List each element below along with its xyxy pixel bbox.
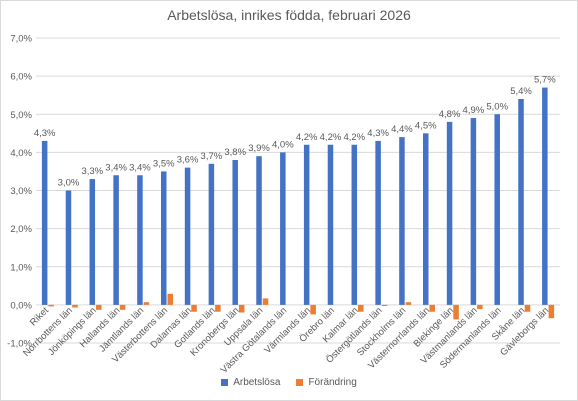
chart-title: Arbetslösa, inrikes födda, februari 2026 — [167, 7, 411, 23]
bar-arbetslosa — [494, 114, 500, 305]
data-label: 3,8% — [224, 147, 246, 158]
bar-arbetslosa — [399, 137, 405, 305]
data-label: 4,2% — [343, 132, 365, 143]
bar-forandring — [143, 302, 150, 305]
legend-swatch-forandring — [296, 379, 304, 386]
bar-forandring — [72, 304, 78, 308]
bar-arbetslosa — [280, 152, 286, 305]
bar-forandring — [238, 304, 245, 313]
legend-swatch-arbetslosa — [221, 379, 229, 386]
data-label: 3,0% — [58, 178, 80, 189]
bar-arbetslosa — [113, 175, 119, 305]
data-label: 4,4% — [391, 124, 413, 135]
bar-forandring — [429, 304, 435, 312]
bar-arbetslosa — [375, 140, 381, 305]
y-tick-label: 0,0% — [10, 300, 32, 311]
y-tick-label: -1,0% — [7, 339, 32, 350]
bar-forandring — [381, 304, 388, 307]
bar-forandring — [310, 304, 316, 315]
data-label: 4,3% — [367, 128, 389, 139]
bar-forandring — [453, 304, 459, 320]
data-label: 4,9% — [463, 105, 485, 116]
bar-forandring — [405, 302, 412, 305]
data-label: 4,5% — [415, 120, 437, 131]
bar-arbetslosa — [137, 175, 143, 305]
bar-arbetslosa — [327, 144, 334, 305]
bar-arbetslosa — [256, 156, 262, 305]
data-label: 3,4% — [105, 162, 127, 173]
bar-arbetslosa — [470, 118, 477, 305]
bar-arbetslosa — [303, 144, 310, 305]
bar-arbetslosa — [65, 190, 72, 305]
bar-forandring — [548, 304, 555, 319]
data-label: 4,2% — [320, 132, 342, 143]
bar-forandring — [191, 304, 197, 312]
bar-arbetslosa — [542, 87, 548, 305]
data-label: 4,8% — [439, 109, 461, 120]
bar-arbetslosa — [161, 171, 167, 305]
y-tick-label: 2,0% — [10, 224, 32, 235]
bar-arbetslosa — [232, 160, 238, 305]
bar-arbetslosa — [423, 133, 429, 305]
legend-label-forandring: Förändring — [308, 377, 357, 388]
data-label: 3,4% — [129, 162, 151, 173]
bar-arbetslosa — [41, 140, 48, 305]
bar-forandring — [215, 304, 221, 312]
bar-arbetslosa — [351, 144, 358, 305]
data-label: 4,2% — [296, 132, 318, 143]
bar-arbetslosa — [446, 121, 453, 305]
data-label: 4,3% — [34, 128, 56, 139]
y-tick-label: 5,0% — [10, 110, 32, 121]
data-label: 3,6% — [177, 155, 199, 166]
bar-forandring — [48, 304, 54, 307]
data-label: 3,5% — [153, 158, 175, 169]
legend-item-arbetslosa: Arbetslösa — [221, 377, 280, 388]
bar-arbetslosa — [184, 167, 191, 305]
bar-forandring — [262, 298, 269, 305]
y-tick-label: 6,0% — [10, 72, 32, 83]
bar-forandring — [358, 304, 364, 312]
bar-arbetslosa — [208, 163, 215, 305]
data-label: 5,4% — [510, 86, 532, 97]
data-label: 3,3% — [81, 166, 103, 177]
legend-label-arbetslosa: Arbetslösa — [233, 377, 281, 388]
y-tick-label: 7,0% — [10, 34, 32, 45]
y-tick-label: 4,0% — [10, 148, 32, 159]
data-label: 3,7% — [201, 151, 223, 162]
bar-forandring — [167, 293, 173, 305]
legend: Arbetslösa Förändring — [0, 377, 578, 388]
bar-forandring — [96, 304, 102, 310]
legend-item-forandring: Förändring — [296, 377, 357, 388]
data-label: 5,7% — [534, 75, 556, 86]
y-tick-label: 3,0% — [10, 186, 32, 197]
bar-arbetslosa — [89, 179, 96, 305]
bar-arbetslosa — [518, 99, 524, 305]
bar-forandring — [119, 304, 126, 310]
bar-forandring — [524, 304, 531, 312]
data-label: 5,0% — [486, 101, 508, 112]
bar-forandring — [477, 304, 483, 310]
data-label: 4,0% — [272, 139, 294, 150]
data-label: 3,9% — [248, 143, 270, 154]
y-tick-label: 1,0% — [10, 262, 32, 273]
